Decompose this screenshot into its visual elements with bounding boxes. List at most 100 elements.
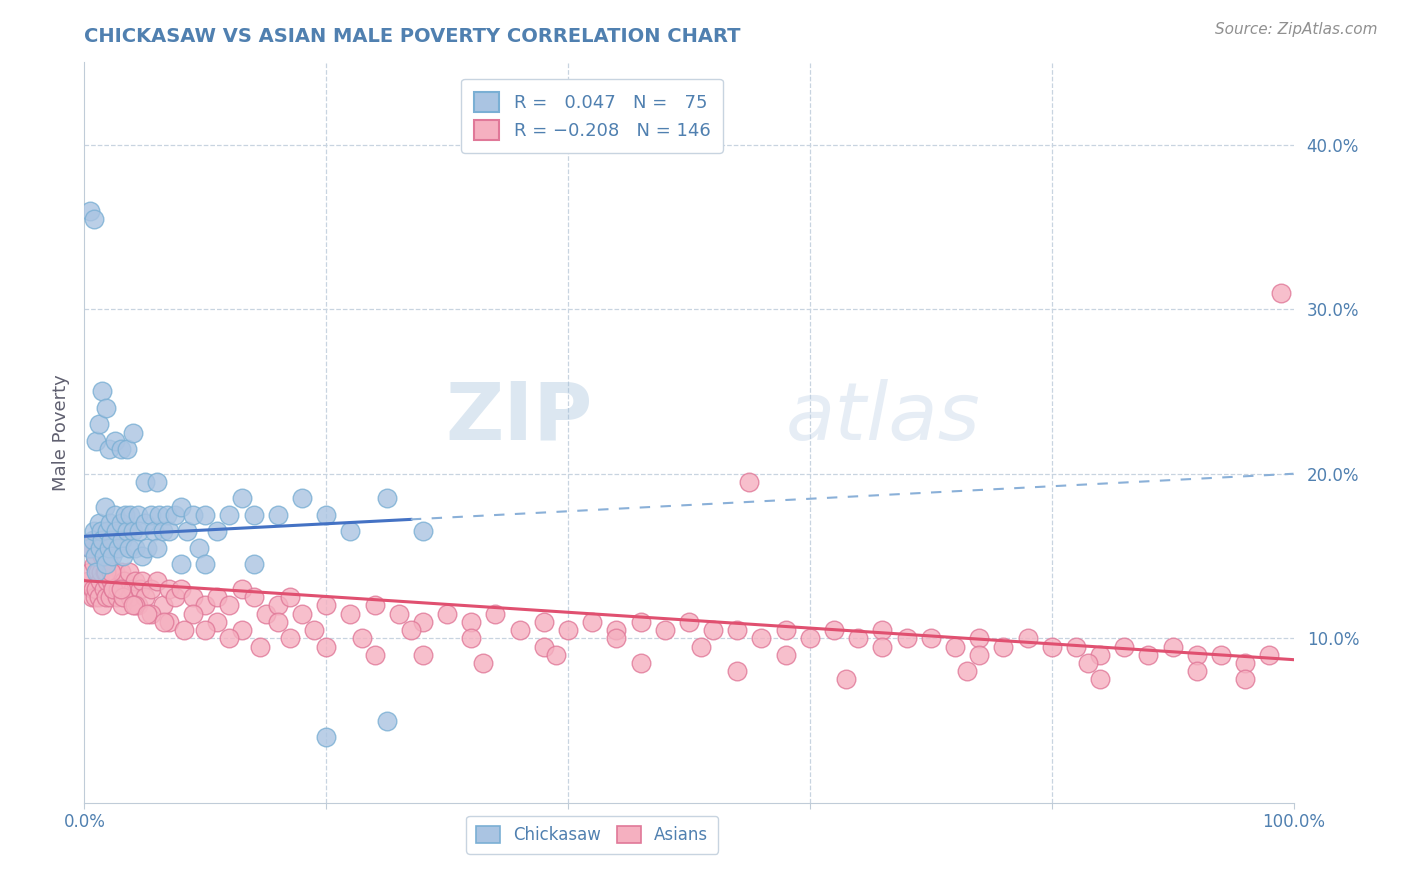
Point	[533, 640, 555, 654]
Point	[654, 623, 676, 637]
Point	[302, 623, 325, 637]
Point	[121, 582, 143, 596]
Legend: Chickasaw, Asians: Chickasaw, Asians	[467, 815, 718, 854]
Point	[121, 524, 143, 539]
Point	[412, 648, 434, 662]
Point	[139, 607, 162, 621]
Point	[412, 524, 434, 539]
Point	[110, 566, 132, 580]
Point	[101, 549, 124, 563]
Point	[188, 541, 211, 555]
Point	[291, 607, 314, 621]
Point	[87, 516, 110, 530]
Point	[218, 599, 240, 613]
Point	[107, 541, 129, 555]
Point	[110, 516, 132, 530]
Point	[134, 590, 156, 604]
Point	[84, 549, 107, 563]
Point	[86, 582, 108, 596]
Point	[90, 566, 112, 580]
Point	[139, 582, 162, 596]
Point	[86, 566, 108, 580]
Point	[83, 211, 105, 226]
Point	[120, 508, 142, 522]
Point	[93, 582, 115, 596]
Point	[702, 623, 724, 637]
Point	[1270, 285, 1292, 300]
Point	[872, 623, 894, 637]
Point	[460, 632, 482, 646]
Point	[96, 524, 118, 539]
Point	[91, 599, 114, 613]
Point	[176, 524, 198, 539]
Point	[581, 615, 603, 629]
Point	[107, 582, 129, 596]
Point	[339, 524, 361, 539]
Point	[112, 549, 135, 563]
Point	[967, 632, 990, 646]
Point	[170, 558, 193, 572]
Point	[115, 524, 138, 539]
Point	[1114, 640, 1136, 654]
Point	[94, 500, 117, 514]
Point	[86, 541, 108, 555]
Point	[165, 508, 187, 522]
Point	[242, 558, 264, 572]
Point	[91, 533, 114, 547]
Point	[194, 599, 217, 613]
Point	[267, 599, 290, 613]
Point	[267, 615, 290, 629]
Point	[84, 590, 107, 604]
Point	[91, 384, 114, 399]
Point	[170, 582, 193, 596]
Point	[157, 615, 180, 629]
Point	[86, 434, 108, 448]
Point	[231, 491, 253, 506]
Point	[124, 541, 146, 555]
Point	[153, 615, 176, 629]
Point	[291, 491, 314, 506]
Point	[111, 533, 134, 547]
Point	[436, 607, 458, 621]
Point	[605, 623, 627, 637]
Point	[181, 607, 204, 621]
Point	[399, 623, 422, 637]
Point	[315, 599, 337, 613]
Point	[103, 582, 125, 596]
Point	[155, 508, 177, 522]
Point	[83, 558, 105, 572]
Point	[98, 590, 121, 604]
Point	[115, 442, 138, 456]
Point	[872, 640, 894, 654]
Point	[89, 574, 111, 588]
Point	[82, 533, 104, 547]
Point	[557, 623, 579, 637]
Point	[87, 417, 110, 432]
Point	[1185, 664, 1208, 678]
Point	[1161, 640, 1184, 654]
Point	[128, 524, 150, 539]
Point	[835, 673, 858, 687]
Point	[533, 615, 555, 629]
Point	[146, 475, 169, 489]
Point	[339, 607, 361, 621]
Point	[218, 632, 240, 646]
Point	[110, 442, 132, 456]
Point	[242, 590, 264, 604]
Point	[194, 558, 217, 572]
Point	[194, 623, 217, 637]
Point	[143, 524, 166, 539]
Point	[148, 508, 170, 522]
Point	[131, 574, 153, 588]
Point	[207, 615, 229, 629]
Point	[363, 599, 385, 613]
Text: atlas: atlas	[786, 379, 980, 457]
Point	[1088, 673, 1111, 687]
Point	[823, 623, 845, 637]
Point	[460, 615, 482, 629]
Point	[139, 508, 162, 522]
Point	[181, 590, 204, 604]
Point	[97, 442, 120, 456]
Point	[83, 533, 105, 547]
Point	[146, 574, 169, 588]
